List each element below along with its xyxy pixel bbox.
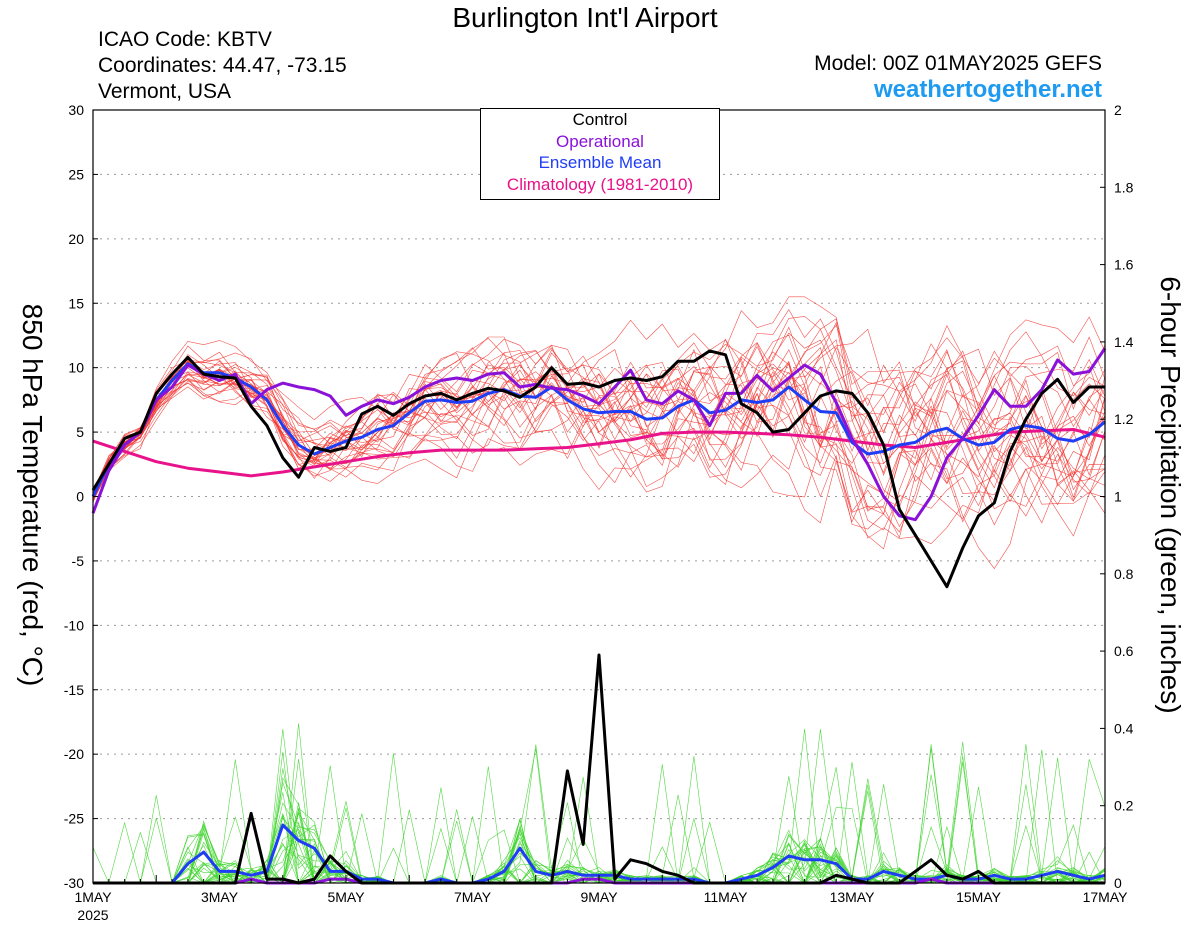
precipitation-member-line [93, 749, 1106, 884]
temperature-control-line [91, 349, 1105, 589]
x-tick-label: 9MAY [580, 889, 618, 905]
x-tick-label: 3MAY [201, 889, 239, 905]
axis-ticks: -30-25-20-15-10-505101520253000.20.40.60… [64, 102, 1134, 923]
y-tick-label-right: 1 [1114, 489, 1122, 505]
page-title: Burlington Int'l Airport [452, 2, 718, 33]
y-tick-label-left: 0 [76, 489, 84, 505]
y-axis-label-right: 6-hour Precipitation (green, inches) [1155, 276, 1186, 714]
y-tick-label-left: 30 [68, 102, 84, 118]
legend-item-operational: Operational [556, 131, 644, 151]
y-tick-label-left: -25 [64, 811, 84, 827]
y-tick-label-right: 0.2 [1114, 798, 1134, 814]
temperature-member-line [92, 309, 1106, 524]
legend-item-climatology: Climatology (1981-2010) [506, 174, 694, 194]
y-tick-label-left: -10 [64, 617, 84, 633]
y-tick-label-left: 20 [68, 231, 84, 247]
y-tick-label-left: 15 [68, 295, 84, 311]
x-tick-label: 15MAY [956, 889, 1002, 905]
legend: Control Operational Ensemble Mean Climat… [480, 108, 720, 200]
x-tick-label: 7MAY [454, 889, 492, 905]
temperature-member-line [92, 338, 1106, 502]
precipitation-member-line [93, 744, 1105, 884]
precipitation-control-line [93, 653, 1105, 885]
temperature-member-line [92, 316, 1106, 491]
y-tick-label-left: -5 [72, 553, 85, 569]
precipitation-member-line [93, 748, 1106, 884]
model-run: Model: 00Z 01MAY2025 GEFS [814, 52, 1102, 75]
temperature-member-line [92, 358, 1106, 533]
x-tick-year: 2025 [77, 907, 108, 923]
precipitation-member-line [93, 741, 1106, 884]
icao-code: ICAO Code: KBTV [98, 28, 272, 51]
legend-item-ensemble-mean: Ensemble Mean [538, 153, 662, 172]
temperature-member-line [92, 343, 1106, 492]
y-tick-label-right: 1.6 [1114, 257, 1134, 273]
x-tick-label: 13MAY [830, 889, 876, 905]
y-tick-label-right: 0.8 [1114, 566, 1134, 582]
precipitation-member-line [93, 728, 1106, 884]
precipitation-member-line [93, 729, 1105, 884]
x-tick-label: 11MAY [704, 889, 748, 905]
temperature-member-line [92, 332, 1106, 499]
x-tick-label: 1MAY [74, 889, 112, 905]
site-link[interactable]: weathertogether.net [873, 76, 1102, 103]
precipitation-member-line [93, 744, 1106, 884]
precipitation-member-line [92, 723, 1106, 884]
y-tick-label-left: -20 [64, 746, 84, 762]
y-tick-label-left: 25 [68, 166, 84, 182]
y-tick-label-right: 2 [1114, 102, 1122, 118]
temperature-member-line [92, 324, 1106, 495]
y-tick-label-right: 1.2 [1114, 411, 1134, 427]
temperature-member-line [92, 318, 1106, 503]
temperature-member-line [92, 350, 1106, 531]
y-axis-label-left: 850 hPa Temperature (red, °C) [17, 303, 48, 687]
x-tick-label: 5MAY [327, 889, 365, 905]
legend-item-control: Control [572, 110, 628, 129]
y-tick-label-right: 0.4 [1114, 720, 1134, 736]
precipitation-member-line [93, 752, 1105, 884]
precipitation-member-line [93, 744, 1106, 884]
coordinates: Coordinates: 44.47, -73.15 [98, 54, 347, 77]
series-lines [91, 347, 1107, 885]
y-tick-label-left: -15 [64, 682, 84, 698]
x-tick-label: 17MAY [1083, 889, 1129, 905]
y-tick-label-right: 0.6 [1114, 643, 1134, 659]
temperature-member-line [92, 316, 1106, 492]
temperature-member-line [92, 353, 1106, 495]
y-tick-label-left: -30 [64, 875, 84, 891]
y-tick-label-left: 10 [68, 360, 84, 376]
precipitation-member-line [93, 748, 1105, 884]
precipitation-member-line [93, 728, 1106, 884]
y-tick-label-right: 1.8 [1114, 179, 1134, 195]
temperature-member-line [92, 338, 1106, 570]
temperature-member-line [92, 336, 1106, 530]
temperature-operational-line [91, 347, 1107, 522]
grid [93, 173, 1105, 820]
temperature-climatology-1981-2010-line [92, 428, 1106, 478]
y-tick-label-left: 5 [76, 424, 84, 440]
location: Vermont, USA [98, 80, 232, 103]
y-tick-label-right: 1.4 [1114, 334, 1134, 350]
y-tick-label-right: 0 [1114, 875, 1122, 891]
